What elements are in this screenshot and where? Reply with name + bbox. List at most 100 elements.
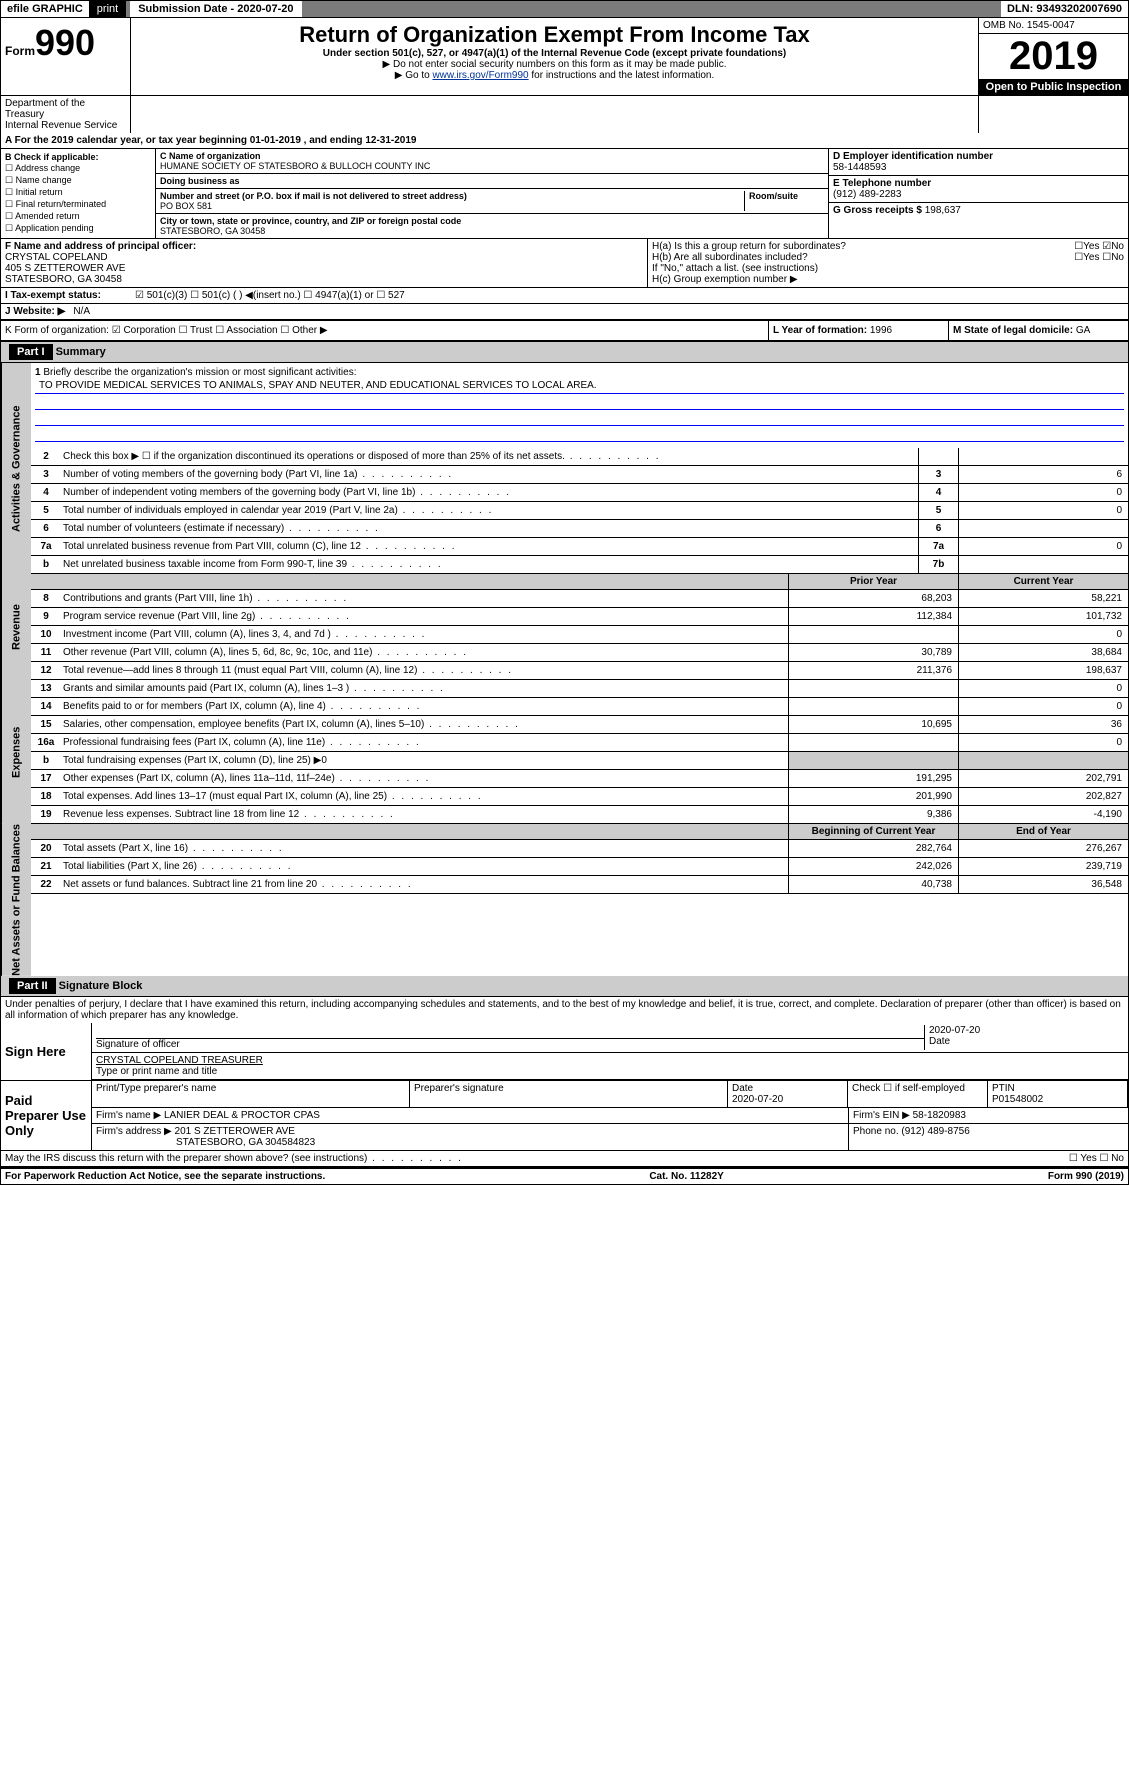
col-c: C Name of organization HUMANE SOCIETY OF… — [156, 149, 828, 238]
footer: For Paperwork Reduction Act Notice, see … — [1, 1168, 1128, 1184]
paid-preparer-label: Paid Preparer Use Only — [1, 1081, 91, 1150]
self-employed-check[interactable]: Check ☐ if self-employed — [848, 1081, 988, 1108]
form-number-box: Form990 — [1, 18, 131, 95]
phone-cell: E Telephone number (912) 489-2283 — [829, 176, 1128, 203]
submission-date: Submission Date - 2020-07-20 — [130, 1, 301, 17]
summary-line: 16aProfessional fundraising fees (Part I… — [31, 734, 1128, 752]
check-name[interactable]: ☐ Name change — [5, 175, 151, 186]
col-b: B Check if applicable: ☐ Address change … — [1, 149, 156, 238]
discuss-answer[interactable]: ☐ Yes ☐ No — [1069, 1153, 1124, 1164]
sec-f: F Name and address of principal officer:… — [1, 239, 648, 287]
discuss-row: May the IRS discuss this return with the… — [1, 1151, 1128, 1168]
row-j: J Website: ▶ N/A — [1, 304, 1128, 321]
part2-header: Part II Signature Block — [1, 976, 1128, 997]
row-i: I Tax-exempt status: ☑ 501(c)(3) ☐ 501(c… — [1, 288, 1128, 304]
irs-link[interactable]: www.irs.gov/Form990 — [432, 70, 528, 81]
summary-line: 13Grants and similar amounts paid (Part … — [31, 680, 1128, 698]
hb-answer[interactable]: ☐Yes ☐No — [1074, 252, 1124, 263]
col-headers-1: Prior Year Current Year — [31, 574, 1128, 590]
website-value: N/A — [69, 304, 94, 319]
firm-name: LANIER DEAL & PROCTOR CPAS — [164, 1110, 320, 1121]
summary-line: 21Total liabilities (Part X, line 26)242… — [31, 858, 1128, 876]
org-name-cell: C Name of organization HUMANE SOCIETY OF… — [156, 149, 828, 174]
phone-value: (912) 489-2283 — [833, 189, 1124, 200]
sec-l: L Year of formation: 1996 — [768, 321, 948, 340]
sig-name-row: CRYSTAL COPELAND TREASURER Type or print… — [91, 1053, 1128, 1080]
org-city: STATESBORO, GA 30458 — [160, 226, 824, 236]
sec-k[interactable]: K Form of organization: ☑ Corporation ☐ … — [1, 321, 768, 340]
summary-line: 20Total assets (Part X, line 16)282,7642… — [31, 840, 1128, 858]
summary-line: 14Benefits paid to or for members (Part … — [31, 698, 1128, 716]
sec-m: M State of legal domicile: GA — [948, 321, 1128, 340]
summary-line: 7aTotal unrelated business revenue from … — [31, 538, 1128, 556]
print-button[interactable]: print — [89, 1, 126, 17]
gross-cell: G Gross receipts $ 198,637 — [829, 203, 1128, 218]
sig-officer-row: Signature of officer 2020-07-20 Date — [91, 1023, 1128, 1053]
form-note1: ▶ Do not enter social security numbers o… — [135, 59, 974, 70]
summary-netassets: Net Assets or Fund Balances Beginning of… — [1, 824, 1128, 976]
signature-section: Under penalties of perjury, I declare th… — [1, 997, 1128, 1081]
summary-line: bNet unrelated business taxable income f… — [31, 556, 1128, 574]
year-box: OMB No. 1545-0047 2019 Open to Public In… — [978, 18, 1128, 95]
dept-row: Department of the Treasury Internal Reve… — [1, 96, 1128, 133]
officer-addr2: STATESBORO, GA 30458 — [5, 274, 643, 285]
col-headers-2: Beginning of Current Year End of Year — [31, 824, 1128, 840]
addr-cell: Number and street (or P.O. box if mail i… — [156, 189, 828, 214]
footer-right: Form 990 (2019) — [1048, 1171, 1124, 1182]
mission-text: TO PROVIDE MEDICAL SERVICES TO ANIMALS, … — [35, 380, 1124, 394]
tab-netassets: Net Assets or Fund Balances — [1, 824, 31, 976]
row-klm: K Form of organization: ☑ Corporation ☐ … — [1, 321, 1128, 342]
tab-expenses: Expenses — [1, 680, 31, 824]
sig-date: 2020-07-20 — [929, 1025, 1124, 1036]
check-final[interactable]: ☐ Final return/terminated — [5, 199, 151, 210]
officer-addr1: 405 S ZETTEROWER AVE — [5, 263, 643, 274]
summary-governance: Activities & Governance 1 Briefly descri… — [1, 363, 1128, 574]
form-header: Form990 Return of Organization Exempt Fr… — [1, 18, 1128, 96]
firm-phone: (912) 489-8756 — [901, 1126, 969, 1137]
check-pending[interactable]: ☐ Application pending — [5, 223, 151, 234]
summary-line: 10Investment income (Part VIII, column (… — [31, 626, 1128, 644]
dept-box: Department of the Treasury Internal Reve… — [1, 96, 131, 133]
officer-name: CRYSTAL COPELAND — [5, 252, 643, 263]
tax-year: 2019 — [979, 34, 1128, 79]
ha-answer[interactable]: ☐Yes ☑No — [1074, 241, 1124, 252]
open-inspection: Open to Public Inspection — [979, 79, 1128, 95]
summary-line: 5Total number of individuals employed in… — [31, 502, 1128, 520]
summary-line: 8Contributions and grants (Part VIII, li… — [31, 590, 1128, 608]
firm-addr: 201 S ZETTEROWER AVE — [175, 1126, 295, 1137]
summary-line: 11Other revenue (Part VIII, column (A), … — [31, 644, 1128, 662]
form-note2: ▶ Go to www.irs.gov/Form990 for instruct… — [135, 70, 974, 81]
declaration-text: Under penalties of perjury, I declare th… — [1, 997, 1128, 1023]
row-fh: F Name and address of principal officer:… — [1, 239, 1128, 288]
officer-name-title: CRYSTAL COPELAND TREASURER — [96, 1055, 1124, 1066]
summary-line: 19Revenue less expenses. Subtract line 1… — [31, 806, 1128, 824]
summary-revenue: Revenue Prior Year Current Year 8Contrib… — [1, 574, 1128, 680]
footer-left: For Paperwork Reduction Act Notice, see … — [5, 1171, 325, 1182]
prep-date: 2020-07-20 — [732, 1094, 783, 1105]
dba-cell: Doing business as — [156, 174, 828, 189]
check-amended[interactable]: ☐ Amended return — [5, 211, 151, 222]
check-address[interactable]: ☐ Address change — [5, 163, 151, 174]
form-subtitle: Under section 501(c), 527, or 4947(a)(1)… — [135, 48, 974, 59]
form-prefix: Form — [5, 44, 35, 58]
q1-block: 1 Briefly describe the organization's mi… — [31, 363, 1128, 448]
summary-line: 17Other expenses (Part IX, column (A), l… — [31, 770, 1128, 788]
dln-label: DLN: 93493202007690 — [1001, 1, 1128, 17]
tax-status-opts[interactable]: ☑ 501(c)(3) ☐ 501(c) ( ) ◀(insert no.) ☐… — [131, 288, 409, 303]
summary-line: bTotal fundraising expenses (Part IX, co… — [31, 752, 1128, 770]
org-name: HUMANE SOCIETY OF STATESBORO & BULLOCH C… — [160, 161, 824, 171]
efile-label: efile GRAPHIC — [1, 1, 89, 17]
paid-preparer-section: Paid Preparer Use Only Print/Type prepar… — [1, 1081, 1128, 1151]
summary-line: 22Net assets or fund balances. Subtract … — [31, 876, 1128, 894]
org-address: PO BOX 581 — [160, 201, 744, 211]
sign-here-label: Sign Here — [1, 1023, 91, 1080]
top-bar: efile GRAPHIC print Submission Date - 20… — [1, 1, 1128, 18]
summary-line: 15Salaries, other compensation, employee… — [31, 716, 1128, 734]
summary-line: 12Total revenue—add lines 8 through 11 (… — [31, 662, 1128, 680]
part1-header: Part I Summary — [1, 342, 1128, 363]
check-initial[interactable]: ☐ Initial return — [5, 187, 151, 198]
summary-line: 4Number of independent voting members of… — [31, 484, 1128, 502]
city-cell: City or town, state or province, country… — [156, 214, 828, 238]
ein-value: 58-1448593 — [833, 162, 1124, 173]
footer-mid: Cat. No. 11282Y — [649, 1171, 723, 1182]
